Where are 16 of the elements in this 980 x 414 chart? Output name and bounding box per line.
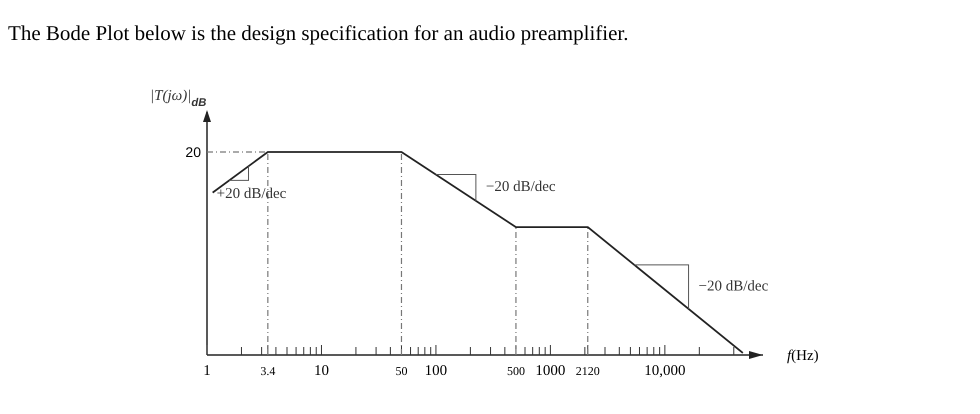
y-axis-title: |T(jω)|$_{dB}$: [150, 88, 206, 109]
x-tick-label: 100: [424, 363, 448, 379]
text: 20: [185, 144, 202, 160]
x-tick-label: 50: [395, 364, 408, 378]
x-tick-label: 10: [314, 363, 329, 379]
x-tick-label: 10,000: [644, 363, 686, 379]
x-axis-title: f(Hz): [787, 348, 819, 364]
x-tick-label: 1: [203, 363, 211, 379]
annotation: −20 dB/dec: [486, 179, 556, 196]
x-tick-label: 3.4: [260, 364, 276, 378]
chart-title: The Bode Plot below is the design specification for an audio preamplifier.: [8, 21, 629, 45]
x-tick-label: 500: [506, 364, 525, 378]
annotation: −20 dB/dec: [698, 278, 769, 294]
annotation: +20 dB/dec: [216, 186, 287, 202]
x-tick-label: 2120: [576, 364, 600, 378]
x-tick-label: 1000: [535, 363, 566, 379]
